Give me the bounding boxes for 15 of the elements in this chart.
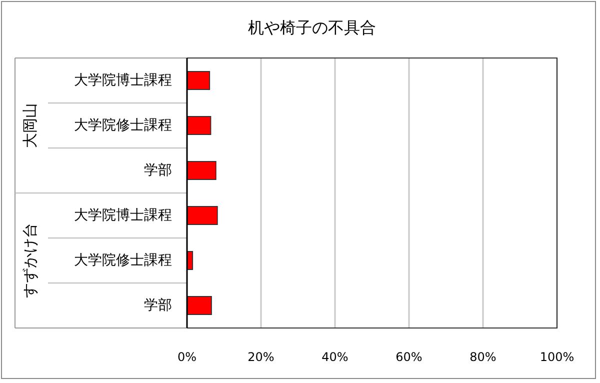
text: すずかけ台 (21, 223, 39, 298)
chart-title: 机や椅子の不具合 (248, 18, 376, 37)
y-tick-label: 大学院博士課程 (74, 72, 172, 88)
x-tick-label: 100% (540, 350, 574, 364)
y-tick-label: 学部 (144, 298, 172, 314)
y-tick-label: 大学院修士課程 (74, 252, 172, 268)
x-tick-label: 80% (470, 350, 496, 364)
text: 大岡山 (21, 103, 39, 148)
x-tick-label: 0% (177, 350, 197, 364)
y-tick-label: 学部 (144, 162, 172, 178)
x-tick-label: 20% (248, 350, 274, 364)
y-tick-label: 大学院修士課程 (74, 118, 172, 134)
x-tick-label: 60% (396, 350, 422, 364)
x-tick-label: 40% (322, 350, 348, 364)
y-tick-label: 大学院博士課程 (74, 208, 172, 224)
